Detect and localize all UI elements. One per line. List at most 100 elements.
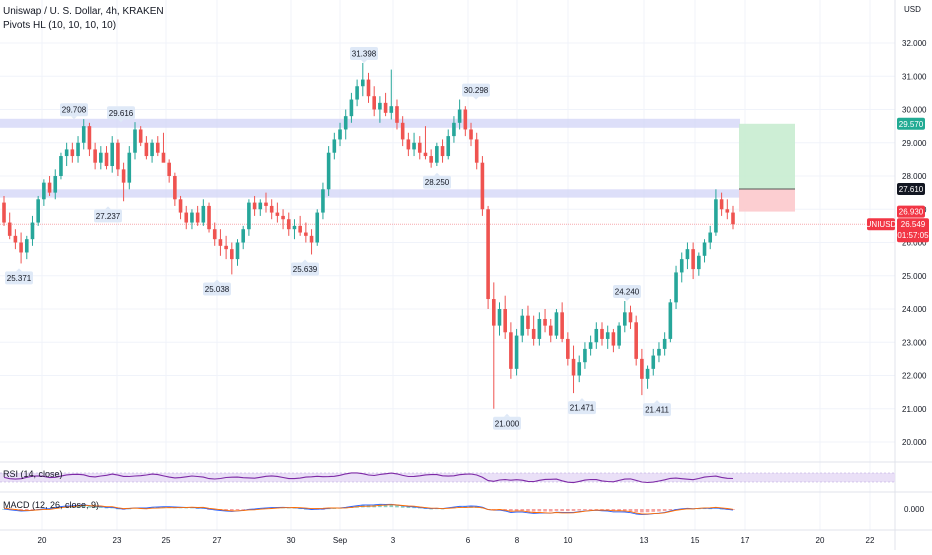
pivot-label-pointer	[16, 268, 22, 272]
long-position-tool[interactable]	[0, 123, 895, 225]
candle-body	[389, 106, 394, 113]
symbol-title: Uniswap / U. S. Dollar, 4h, KRAKEN	[3, 6, 164, 17]
candle-body	[155, 142, 160, 153]
macd-histogram-bar	[594, 509, 599, 510]
candle-body	[372, 96, 376, 110]
pivot-label-box	[291, 262, 319, 276]
candle-body	[480, 162, 485, 210]
price-tick-label: 28.000	[902, 172, 927, 181]
pivot-label-box	[568, 401, 596, 415]
pivot-label-pointer	[579, 398, 585, 402]
time-axis[interactable]: 20 23 25 27 30 Sep 3 6 8 10 13 15 17 20 22	[38, 536, 875, 545]
candle-body	[110, 142, 115, 167]
macd-histogram-bar	[491, 509, 496, 510]
target-zone	[739, 123, 795, 189]
candle-body	[349, 99, 354, 117]
time-tick-label: 25	[162, 536, 171, 545]
price-tick-label: 23.000	[902, 338, 927, 347]
macd-histogram-bar	[668, 509, 673, 511]
candle-body	[611, 332, 616, 346]
macd-histogram-bar	[76, 505, 80, 508]
candle-body	[241, 229, 246, 243]
candle-body	[566, 338, 570, 359]
macd-histogram-bar	[87, 505, 92, 508]
candle-body	[708, 232, 713, 243]
time-tick-label: Sep	[333, 536, 348, 545]
candle-body	[138, 129, 143, 143]
macd-histogram-bar	[617, 509, 621, 511]
macd-histogram-bar	[566, 509, 570, 512]
price-tick-label: 25.000	[902, 272, 927, 281]
price-tick-label: 30.000	[902, 106, 927, 115]
candle-body	[378, 102, 382, 110]
candle-body	[526, 315, 530, 329]
candle-body	[583, 348, 587, 363]
macd-histogram-bar	[571, 509, 576, 512]
candle-body	[321, 189, 325, 213]
last-price-text: 26.549	[901, 220, 926, 229]
candle-body	[617, 325, 621, 346]
candle-body	[81, 126, 86, 143]
time-tick-label: 15	[691, 536, 700, 545]
stop-badge-bg	[897, 205, 925, 218]
candle-body	[412, 142, 416, 150]
candle-body	[36, 199, 40, 223]
candle-body	[679, 259, 684, 273]
candle-body	[247, 202, 251, 230]
price-tick-label: 21.000	[902, 405, 927, 414]
price-tick-label: 32.000	[902, 39, 927, 48]
macd-histogram-bar	[389, 504, 394, 508]
price-axis[interactable]: USD32.00031.00030.00029.00028.00027.0002…	[902, 5, 927, 514]
candle-body	[286, 219, 291, 230]
candle-body	[42, 182, 46, 200]
candle-body	[161, 152, 166, 163]
candle-body	[440, 146, 445, 157]
macd-label: MACD (12, 26, close, 9)	[3, 500, 100, 510]
candle-body	[594, 328, 599, 343]
macd-histogram-bar	[406, 506, 411, 509]
pivot-label-text: 31.398	[352, 50, 377, 59]
time-tick-label: 27	[213, 536, 222, 545]
entry-badge-text: 27.610	[899, 185, 924, 194]
macd-histogram-bar	[731, 509, 735, 510]
candle-body	[657, 348, 661, 356]
candle-body	[355, 86, 359, 100]
pivot-label-pointer	[71, 116, 77, 120]
candle-body	[520, 315, 525, 336]
resistance-zone	[0, 118, 740, 128]
candle-body	[486, 209, 490, 300]
pivot-label-pointer	[302, 259, 308, 263]
currency-label: USD	[904, 5, 921, 14]
macd-histogram-bar	[383, 504, 388, 508]
time-tick-label: 22	[866, 536, 875, 545]
macd-histogram-bar	[554, 509, 559, 511]
candle-body	[463, 109, 468, 130]
pivot-label-box	[5, 271, 33, 285]
candle-body	[429, 156, 433, 163]
candle-body	[207, 205, 211, 230]
candle-body	[383, 102, 388, 113]
macd-histogram-bar	[543, 509, 547, 512]
candle-body	[645, 368, 650, 379]
macd-histogram-bar	[30, 509, 35, 510]
candle-body	[554, 312, 559, 336]
candle-body	[235, 242, 240, 260]
macd-histogram-bar	[628, 509, 633, 512]
candle-body	[361, 79, 365, 87]
stop-zone	[739, 188, 795, 212]
candle-body	[446, 136, 451, 157]
candle-body	[600, 328, 604, 339]
indicator-title: Pivots HL (10, 10, 10, 10)	[3, 20, 117, 31]
time-tick-label: 3	[391, 536, 396, 545]
pivot-label-text: 21.411	[645, 406, 669, 415]
pivot-label-text: 29.708	[62, 106, 87, 115]
candle-body	[406, 139, 411, 150]
candle-body	[531, 328, 536, 339]
pivot-label-box	[94, 209, 122, 223]
candles	[2, 62, 735, 409]
pivot-label-pointer	[504, 413, 510, 417]
candle-body	[622, 312, 627, 326]
